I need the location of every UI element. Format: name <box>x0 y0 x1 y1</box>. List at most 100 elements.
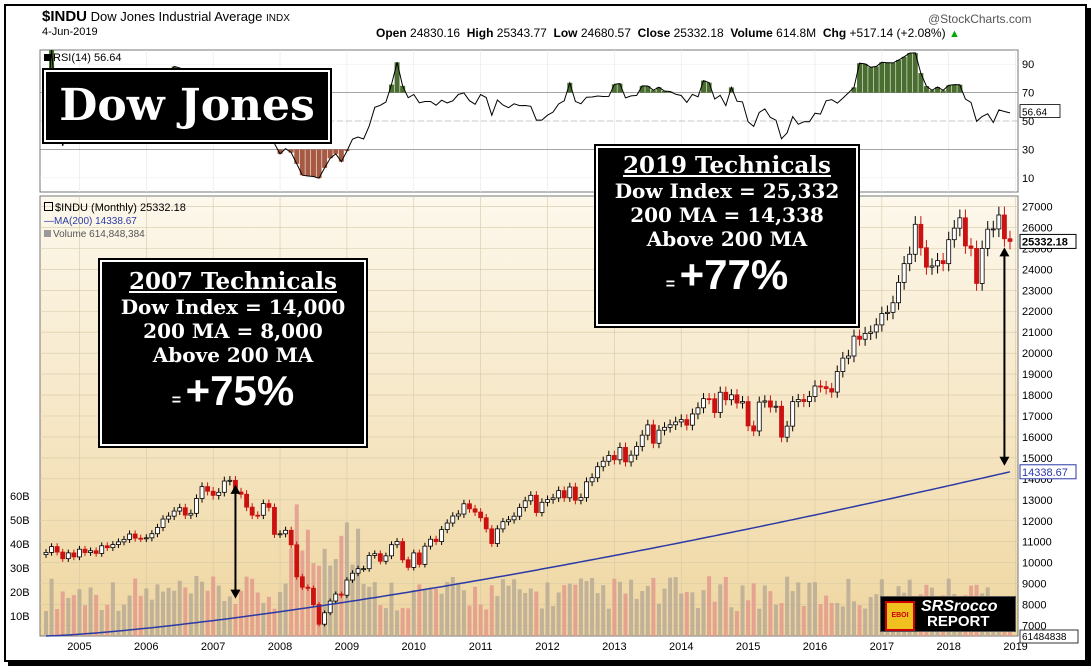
title-text: Dow Jones <box>59 80 315 131</box>
box-2019-line2: 200 MA = 14,338 <box>630 203 824 227</box>
candle-body <box>416 552 422 565</box>
volume-value: 614.8M <box>776 26 817 40</box>
price-tick-label: 23000 <box>1022 285 1053 297</box>
candle-body <box>684 419 690 426</box>
volume-bar <box>250 578 255 636</box>
candle-body <box>49 546 54 553</box>
logo-line2: REPORT <box>927 613 990 630</box>
volume-last-marker <box>1019 629 1079 644</box>
volume-bar <box>656 603 661 636</box>
candle-body <box>132 533 138 539</box>
volume-bar <box>456 582 461 636</box>
candle-body <box>846 355 851 359</box>
candle-series <box>43 206 1013 627</box>
volume-bar <box>573 584 578 636</box>
rsi-tick-label: 50 <box>1022 116 1034 128</box>
candle-body <box>350 572 355 581</box>
candle-body <box>689 413 695 426</box>
candle-body <box>773 405 779 408</box>
candle-body <box>723 391 729 401</box>
candle-body <box>182 507 188 516</box>
candle-body <box>600 460 606 468</box>
volume-bar <box>595 593 600 636</box>
header-date: 4-Jun-2019 <box>42 26 98 38</box>
candle-body <box>366 555 372 570</box>
volume-bar <box>684 591 689 636</box>
volume-bar <box>751 583 756 636</box>
candle-body <box>857 335 862 340</box>
volume-bar <box>83 605 88 636</box>
candle-body <box>227 479 233 482</box>
volume-bar <box>177 580 182 636</box>
box-2019-eq: = <box>665 276 676 293</box>
volume-bar <box>395 610 400 636</box>
candle-body <box>333 593 339 602</box>
volume-bar <box>640 590 645 636</box>
volume-bar <box>378 605 383 636</box>
year-tick-label: 2013 <box>602 641 626 653</box>
candle-body <box>377 553 383 562</box>
candle-body <box>177 507 183 512</box>
volume-bar <box>261 602 266 636</box>
candle-body <box>779 405 784 438</box>
box-2007-line2: 200 MA = 8,000 <box>143 319 323 343</box>
price-tick-label: 16000 <box>1022 432 1053 444</box>
candle-body <box>979 248 985 284</box>
volume-bar <box>161 591 166 636</box>
volume-tick-label: 10B <box>10 611 30 623</box>
candle-body <box>506 519 511 523</box>
candle-body <box>143 537 149 540</box>
volume-bar <box>244 576 249 636</box>
volume-bar <box>422 589 427 636</box>
rsi-tick-label: 10 <box>1022 173 1034 185</box>
rsi-swatch-icon <box>44 54 51 61</box>
price-last-label: 25332.18 <box>1022 236 1068 248</box>
candle-body <box>71 552 77 558</box>
volume-bar <box>740 585 745 636</box>
rsi-last-marker <box>1019 104 1061 118</box>
volume-bar <box>612 578 617 636</box>
volume-bar <box>266 596 271 636</box>
candle-body <box>784 425 790 438</box>
volume-bar <box>216 585 221 636</box>
candle-body <box>728 394 734 401</box>
volume-bar <box>718 584 723 636</box>
candle-body <box>533 494 539 513</box>
rsi-legend-text: RSI(14) 56.64 <box>53 52 122 64</box>
volume-bar <box>372 582 377 636</box>
arrow-2019-head-top <box>999 247 1010 257</box>
candle-body <box>210 490 216 496</box>
candle-body <box>623 447 628 463</box>
price-tick-label: 19000 <box>1022 369 1053 381</box>
candle-body <box>901 263 907 283</box>
chg-label: Chg <box>822 26 847 40</box>
volume-bar <box>473 586 478 636</box>
box-2019-pct: +77% <box>679 251 789 298</box>
candle-body <box>160 518 166 528</box>
volume-bar <box>105 604 110 636</box>
box-2019-pct-line: = +77% <box>598 251 856 299</box>
volume-bar <box>283 583 288 636</box>
volume-bar <box>857 605 862 636</box>
header-source[interactable]: @StockCharts.com <box>928 12 1032 26</box>
volume-bar <box>523 592 528 636</box>
volume-bar <box>116 610 121 636</box>
candle-body <box>255 514 261 517</box>
year-tick-label: 2010 <box>402 641 426 653</box>
candle-body <box>461 503 467 515</box>
header-symbol-line: $INDU Dow Jones Industrial Average INDX <box>42 8 290 25</box>
volume-bar <box>305 529 310 636</box>
candle-body <box>957 217 963 229</box>
candle-body <box>634 446 640 456</box>
candle-body <box>751 425 757 432</box>
price-legend-text: $INDU (Monthly) 25332.18 <box>55 202 186 214</box>
candle-body <box>935 260 940 267</box>
volume-bar <box>322 548 327 636</box>
volume-tick-label: 40B <box>10 539 30 551</box>
volume-bar <box>824 595 829 636</box>
candle-body <box>522 500 528 508</box>
volume-bar <box>144 588 149 636</box>
candle-body <box>517 507 523 517</box>
volume-bar <box>785 576 790 636</box>
candle-body <box>673 421 679 426</box>
